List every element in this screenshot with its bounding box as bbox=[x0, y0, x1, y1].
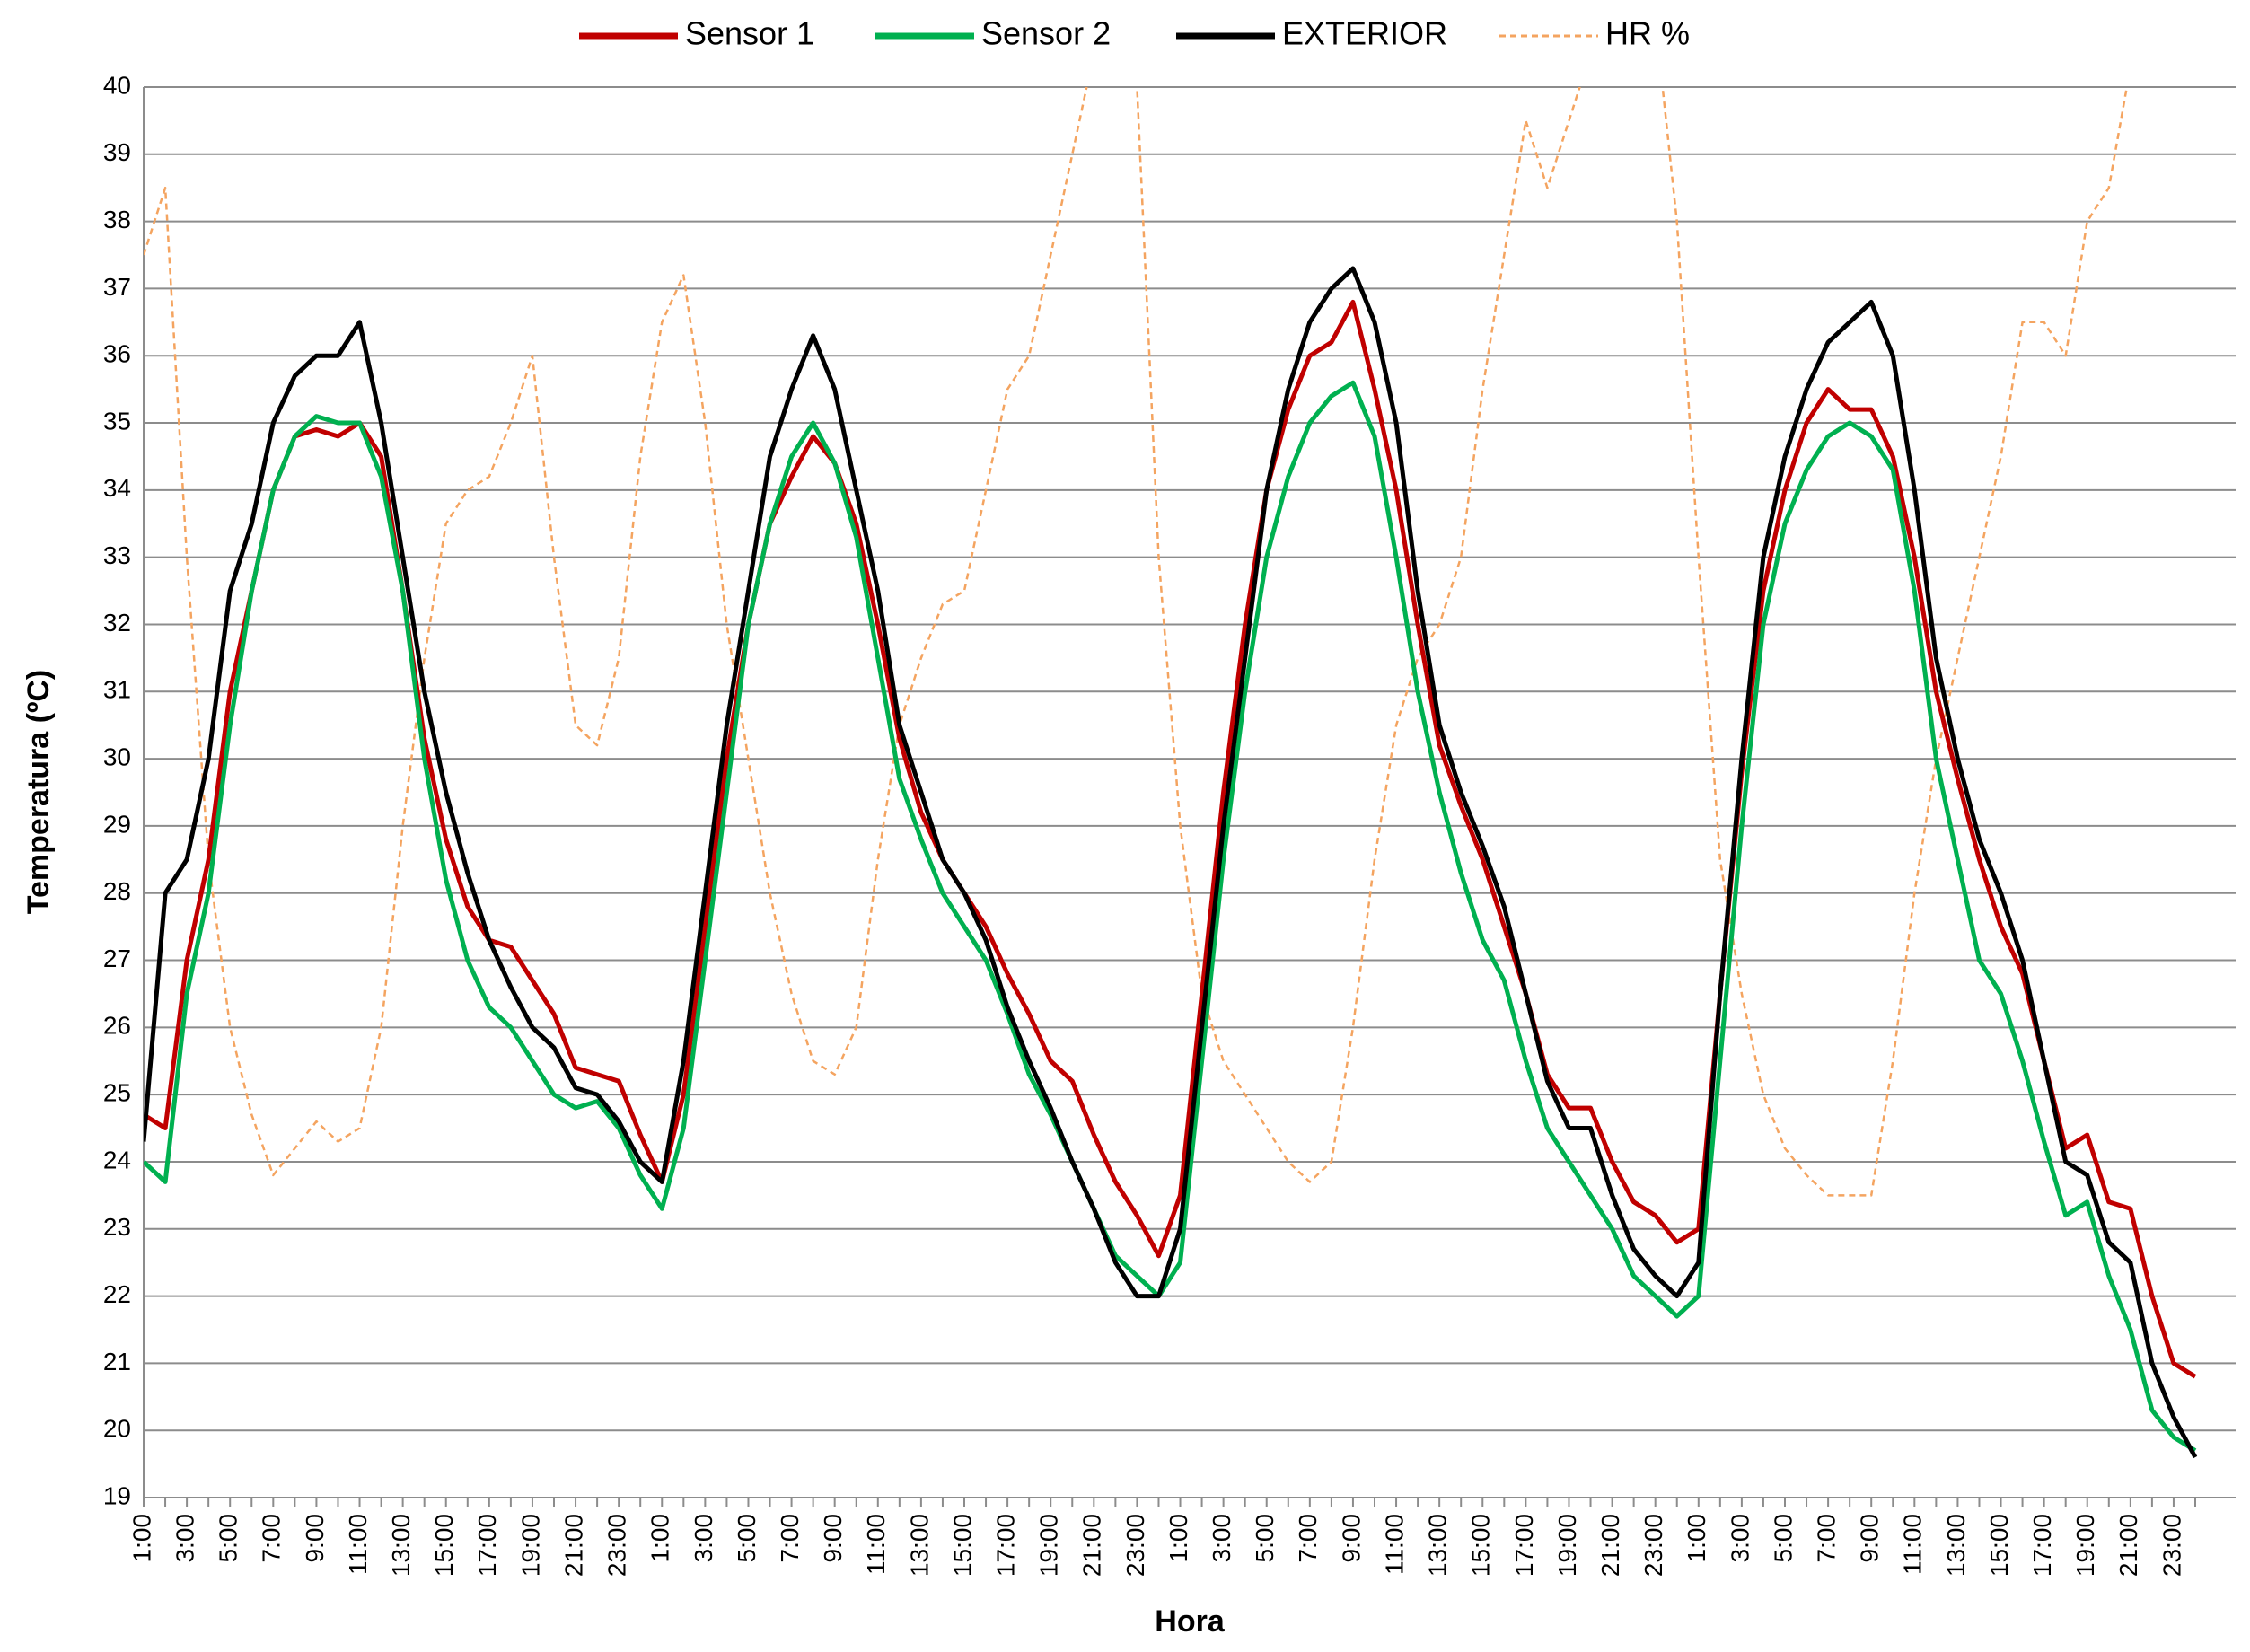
y-tick-label: 25 bbox=[103, 1079, 131, 1107]
legend-label: Sensor 1 bbox=[685, 15, 814, 52]
plot-area bbox=[144, 87, 2198, 1459]
y-tick-label: 27 bbox=[103, 945, 131, 972]
x-tick-label: 5:00 bbox=[215, 1514, 242, 1563]
x-tick-label: 19:00 bbox=[1035, 1514, 1063, 1577]
x-tick-label: 23:00 bbox=[1121, 1514, 1149, 1577]
x-tick-label: 5:00 bbox=[733, 1514, 760, 1563]
x-tick-label: 21:00 bbox=[2114, 1514, 2142, 1577]
y-tick-label: 40 bbox=[103, 71, 131, 99]
x-tick-label: 13:00 bbox=[1424, 1514, 1452, 1577]
x-tick-label: 23:00 bbox=[603, 1514, 631, 1577]
y-tick-label: 23 bbox=[103, 1213, 131, 1241]
legend-label: HR % bbox=[1605, 15, 1690, 52]
x-tick-label: 3:00 bbox=[690, 1514, 717, 1563]
x-tick-label: 21:00 bbox=[559, 1514, 587, 1577]
x-tick-label: 11:00 bbox=[344, 1514, 372, 1575]
x-tick-label: 15:00 bbox=[948, 1514, 976, 1577]
y-tick-label: 37 bbox=[103, 273, 131, 301]
x-tick-label: 23:00 bbox=[1639, 1514, 1667, 1577]
x-tick-label: 13:00 bbox=[905, 1514, 933, 1577]
x-tick-label: 17:00 bbox=[473, 1514, 501, 1577]
y-axis-title: Temperatura (ºC) bbox=[22, 670, 56, 915]
x-tick-label: 7:00 bbox=[1812, 1514, 1840, 1563]
x-tick-label: 9:00 bbox=[1856, 1514, 1884, 1563]
y-tick-label: 19 bbox=[103, 1481, 131, 1509]
x-tick-label: 13:00 bbox=[1942, 1514, 1970, 1577]
y-tick-label: 32 bbox=[103, 609, 131, 637]
legend-label: EXTERIOR bbox=[1282, 15, 1447, 52]
x-tick-label: 13:00 bbox=[387, 1514, 415, 1577]
y-tick-label: 30 bbox=[103, 743, 131, 770]
x-tick-label: 9:00 bbox=[301, 1514, 329, 1563]
y-tick-label: 29 bbox=[103, 810, 131, 838]
y-tick-label: 35 bbox=[103, 407, 131, 435]
x-tick-label: 15:00 bbox=[1467, 1514, 1495, 1577]
y-tick-label: 26 bbox=[103, 1012, 131, 1040]
x-tick-label: 5:00 bbox=[1251, 1514, 1279, 1563]
y-tick-label: 31 bbox=[103, 676, 131, 704]
x-tick-label: 11:00 bbox=[1899, 1514, 1927, 1575]
y-tick-label: 34 bbox=[103, 474, 131, 502]
x-tick-label: 19:00 bbox=[516, 1514, 544, 1577]
x-tick-label: 17:00 bbox=[991, 1514, 1019, 1577]
x-tick-label: 11:00 bbox=[862, 1514, 890, 1575]
x-tick-label: 3:00 bbox=[1208, 1514, 1235, 1563]
x-tick-label: 3:00 bbox=[171, 1514, 198, 1563]
x-tick-label: 21:00 bbox=[1596, 1514, 1624, 1577]
y-tick-label: 24 bbox=[103, 1146, 131, 1173]
x-tick-label: 17:00 bbox=[1510, 1514, 1538, 1577]
y-tick-label: 21 bbox=[103, 1348, 131, 1375]
x-axis-title: Hora bbox=[1155, 1604, 1226, 1639]
x-tick-label: 19:00 bbox=[2071, 1514, 2099, 1577]
x-tick-label: 7:00 bbox=[776, 1514, 804, 1563]
series-line bbox=[144, 266, 2198, 1459]
x-tick-label: 3:00 bbox=[1726, 1514, 1753, 1563]
y-tick-label: 38 bbox=[103, 206, 131, 233]
x-tick-label: 1:00 bbox=[646, 1514, 674, 1563]
series-line bbox=[144, 380, 2197, 1453]
x-tick-label: 1:00 bbox=[127, 1514, 155, 1563]
x-tick-label: 11:00 bbox=[1380, 1514, 1408, 1575]
x-tick-label: 9:00 bbox=[1337, 1514, 1365, 1563]
x-tick-label: 23:00 bbox=[2158, 1514, 2185, 1577]
x-tick-label: 21:00 bbox=[1078, 1514, 1106, 1577]
x-tick-label: 17:00 bbox=[2028, 1514, 2056, 1577]
x-tick-label: 1:00 bbox=[1165, 1514, 1192, 1563]
y-tick-label: 33 bbox=[103, 541, 131, 569]
x-tick-label: 7:00 bbox=[1294, 1514, 1322, 1563]
x-tick-label: 9:00 bbox=[819, 1514, 847, 1563]
y-tick-label: 28 bbox=[103, 877, 131, 905]
y-tick-label: 39 bbox=[103, 138, 131, 166]
y-tick-label: 36 bbox=[103, 340, 131, 368]
x-tick-label: 19:00 bbox=[1553, 1514, 1581, 1577]
x-tick-label: 7:00 bbox=[258, 1514, 286, 1563]
series-line bbox=[144, 87, 2129, 1197]
y-tick-label: 20 bbox=[103, 1415, 131, 1443]
x-tick-label: 15:00 bbox=[430, 1514, 458, 1577]
legend-label: Sensor 2 bbox=[981, 15, 1111, 52]
y-tick-label: 22 bbox=[103, 1280, 131, 1308]
x-tick-label: 15:00 bbox=[1985, 1514, 2013, 1577]
x-tick-label: 1:00 bbox=[1683, 1514, 1710, 1563]
x-tick-label: 5:00 bbox=[1769, 1514, 1797, 1563]
